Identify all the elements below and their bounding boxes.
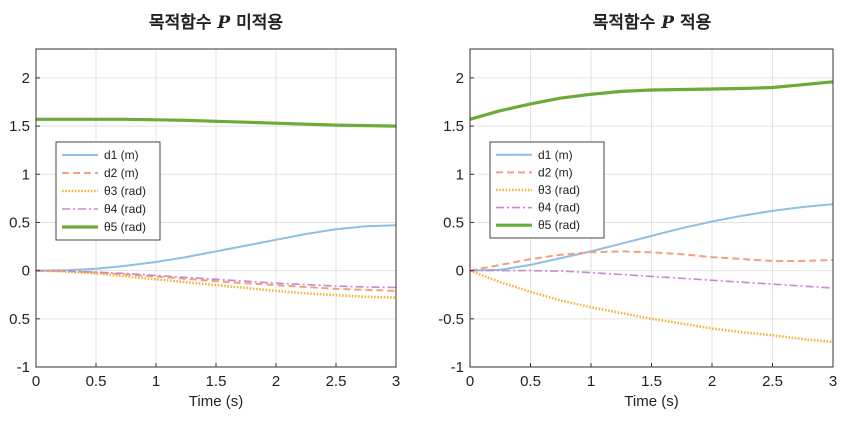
series-line-5 bbox=[36, 117, 397, 128]
x-tick-label: 0.5 bbox=[520, 373, 541, 390]
y-tick-label: 1.5 bbox=[443, 118, 464, 135]
legend-label: θ4 (rad) bbox=[104, 202, 146, 216]
y-tick-label: -1 bbox=[17, 359, 30, 376]
legend-label: θ3 (rad) bbox=[538, 183, 580, 197]
legend-label: d1 (m) bbox=[538, 148, 573, 162]
y-tick-label: 1 bbox=[22, 166, 30, 183]
series-line-3 bbox=[469, 269, 834, 344]
chart-title: 목적함수 P 적용 bbox=[593, 12, 712, 33]
legend-label: θ5 (rad) bbox=[104, 220, 146, 234]
legend-label: d1 (m) bbox=[104, 148, 139, 162]
legend-label: d2 (m) bbox=[104, 166, 139, 180]
legend: d1 (m) d2 (m) θ3 (rad) θ4 (rad) θ5 (rad) bbox=[55, 141, 161, 241]
y-tick-label: -1 bbox=[451, 359, 464, 376]
legend-label: d2 (m) bbox=[538, 165, 573, 179]
y-tick-label: 0 bbox=[22, 263, 30, 280]
legend-label: θ4 (rad) bbox=[538, 201, 580, 215]
series-line-2 bbox=[469, 250, 834, 272]
y-tick-label: 1.5 bbox=[9, 118, 30, 135]
legend-label: θ3 (rad) bbox=[104, 184, 146, 198]
x-tick-label: 1.5 bbox=[641, 373, 662, 390]
chart-panel-2: 목적함수 P 적용 0 0.5 1 1.5 2 2.5 3 -1 -0.5 0 0.5 1 1.5 2 Tim… bbox=[438, 12, 837, 410]
x-tick-label: 2.5 bbox=[762, 373, 783, 390]
x-axis-label: Time (s) bbox=[624, 393, 678, 410]
legend-label: θ5 (rad) bbox=[538, 218, 580, 232]
x-tick-label: 2 bbox=[272, 373, 280, 390]
legend: d1 (m) d2 (m) θ3 (rad) θ4 (rad) θ5 (rad) bbox=[489, 141, 605, 239]
y-tick-label: 0.5 bbox=[443, 214, 464, 231]
y-tick-label: 0 bbox=[456, 263, 464, 280]
y-tick-label: 0.5 bbox=[9, 214, 30, 231]
x-tick-label: 0.5 bbox=[86, 373, 107, 390]
x-tick-label: 3 bbox=[392, 373, 400, 390]
x-tick-label: 2.5 bbox=[326, 373, 347, 390]
series-line-3 bbox=[35, 269, 397, 299]
series-line-5 bbox=[469, 80, 834, 121]
x-tick-label: 2 bbox=[708, 373, 716, 390]
x-tick-label: 3 bbox=[829, 373, 837, 390]
series-line-1 bbox=[469, 203, 834, 272]
x-tick-label: 0 bbox=[466, 373, 474, 390]
series-line-1 bbox=[35, 224, 397, 272]
y-tick-label: 2 bbox=[22, 70, 30, 87]
x-axis-label: Time (s) bbox=[189, 393, 243, 410]
x-tick-label: 1 bbox=[587, 373, 595, 390]
chart-title: 목적함수 P 미적용 bbox=[149, 12, 283, 33]
y-tick-label: 0.5 bbox=[9, 311, 30, 328]
y-tick-label: 1 bbox=[456, 166, 464, 183]
series-line-4 bbox=[35, 269, 397, 289]
y-tick-label: -0.5 bbox=[438, 311, 464, 328]
y-tick-label: 2 bbox=[456, 70, 464, 87]
series-line-4 bbox=[470, 269, 834, 289]
chart-panel-1: 목적함수 P 미적용 0 0.5 1 1.5 2 2.5 3 -1 0.5 0 0.5 1 1.5 2 Tim… bbox=[9, 12, 400, 410]
x-tick-label: 1 bbox=[152, 373, 160, 390]
x-tick-label: 0 bbox=[32, 373, 40, 390]
x-tick-label: 1.5 bbox=[206, 373, 227, 390]
legend-box bbox=[55, 141, 161, 241]
